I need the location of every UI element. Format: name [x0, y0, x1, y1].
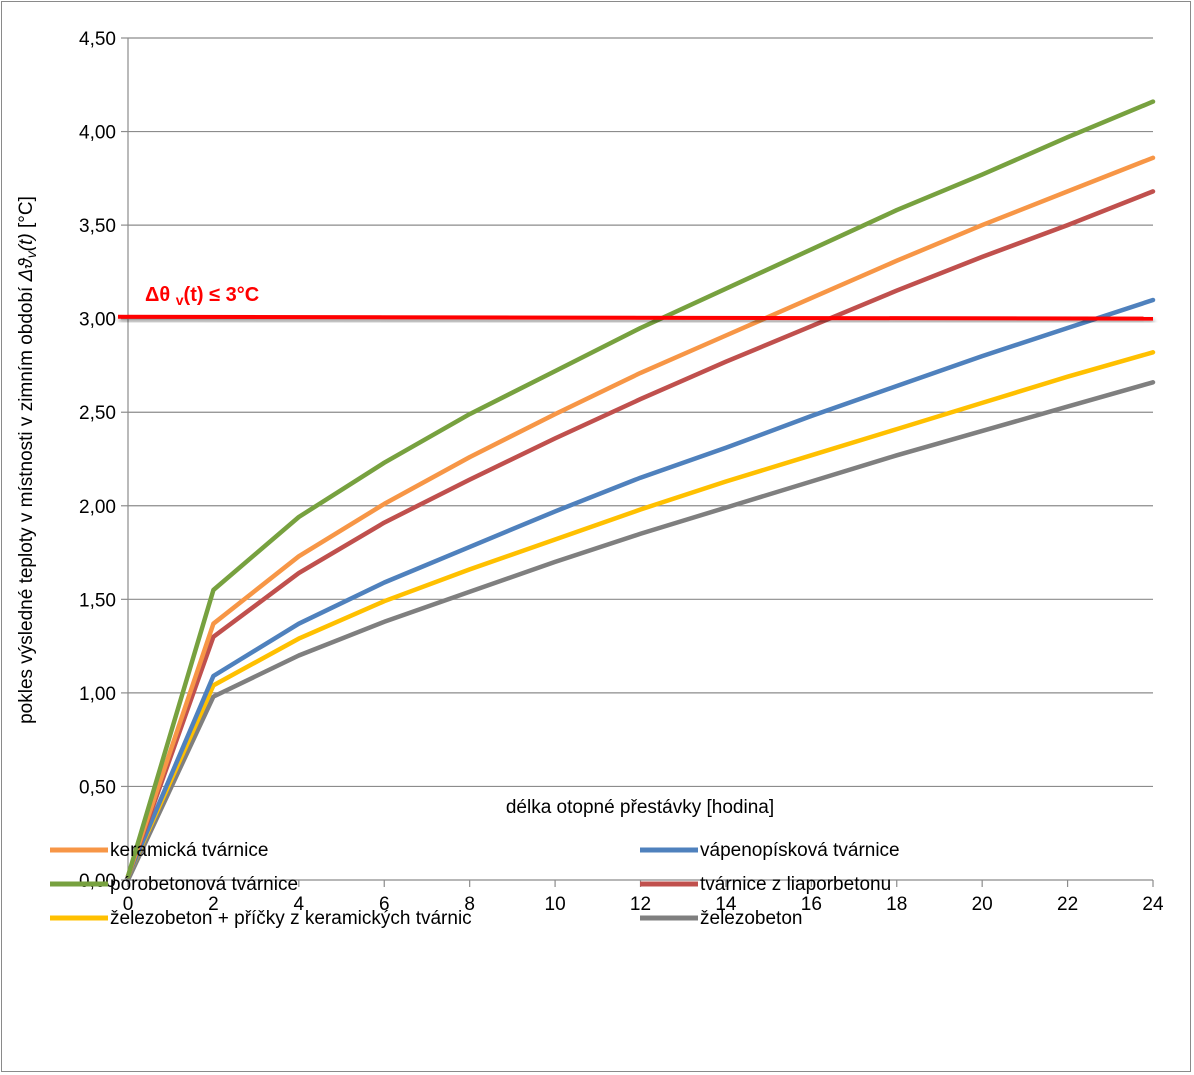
y-tick-label: 1,50 [79, 590, 116, 611]
y-tick-label: 4,00 [79, 123, 116, 144]
x-tick-labels: 0 2 4 6 8 10 12 14 16 18 20 22 24 [123, 894, 1164, 915]
y-tick-labels: 0,000,501,001,502,002,503,003,504,004,50 [79, 29, 116, 892]
threshold-label-rest: (t) ≤ 3°C [184, 284, 260, 306]
series-line [125, 189, 1156, 879]
y-tick-label: 2,50 [79, 403, 116, 424]
series-line [125, 155, 1156, 879]
x-tick-label: 2 [208, 894, 219, 915]
series-line [125, 99, 1156, 879]
x-tick-label: 18 [886, 894, 907, 915]
legend-label: tvárnice z liaporbetonu [700, 874, 891, 895]
x-tick-label: 4 [294, 894, 305, 915]
y-tick-label: 0,50 [79, 777, 116, 798]
x-axis-title: délka otopné přestávky [hodina] [506, 797, 774, 818]
threshold-line [117, 314, 1154, 321]
x-tick-label: 8 [464, 894, 475, 915]
y-axis-title-prefix: pokles výsledné teploty v místnosti v zi… [16, 281, 37, 723]
axes [127, 38, 1154, 887]
y-tick-label: 3,00 [79, 310, 116, 331]
threshold: Δθ v(t) ≤ 3°C [117, 284, 1154, 321]
x-tick-label: 20 [972, 894, 993, 915]
y-axis-title-arg: (t) [16, 233, 37, 251]
y-axis-title-sub: v [23, 250, 39, 258]
threshold-label: Δθ v(t) ≤ 3°C [145, 284, 259, 308]
legend: keramická tvárnice vápenopísková tvárnice… [50, 840, 900, 929]
legend-label: železobeton [700, 908, 802, 929]
legend-label: vápenopísková tvárnice [700, 840, 900, 861]
y-axis-title-unit: [°C] [16, 196, 37, 233]
threshold-label-sub: v [176, 292, 184, 308]
x-tick-label: 10 [545, 894, 566, 915]
threshold-label-main: Δθ [145, 284, 176, 306]
x-tick-label: 16 [801, 894, 822, 915]
x-tick-label: 24 [1142, 894, 1164, 915]
legend-label: pórobetonová tvárnice [110, 874, 298, 895]
gridlines [121, 37, 1153, 881]
y-tick-label: 3,50 [79, 216, 116, 237]
series-line [125, 297, 1156, 879]
legend-label: keramická tvárnice [110, 840, 268, 861]
series-line [125, 380, 1156, 883]
y-tick-label: 4,50 [79, 29, 116, 50]
x-tick-label: 22 [1057, 894, 1078, 915]
series-line [125, 350, 1156, 879]
y-tick-label: 2,00 [79, 497, 116, 518]
legend-label: železobeton + příčky z keramických tvárn… [110, 908, 472, 929]
x-tick-label: 6 [379, 894, 390, 915]
x-tick-label: 14 [715, 894, 737, 915]
x-tick-label: 0 [123, 894, 134, 915]
x-tick-label: 12 [630, 894, 651, 915]
y-axis-title-symbol: Δϑ [16, 258, 37, 283]
series-lines [125, 99, 1156, 883]
y-tick-label: 1,00 [79, 684, 116, 705]
y-axis-title: pokles výsledné teploty v místnosti v zi… [16, 196, 39, 724]
